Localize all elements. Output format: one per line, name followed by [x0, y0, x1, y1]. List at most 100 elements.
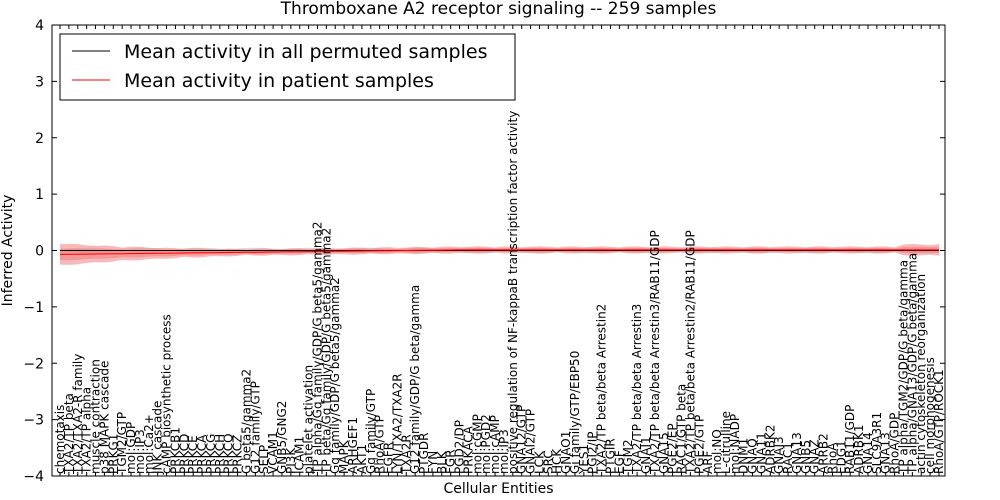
y-tick-label: −2 [23, 356, 44, 372]
x-tick-label: AKT1 [355, 444, 369, 474]
x-tick-label: Gq family/GDP/G beta5/gamma2 [328, 277, 342, 474]
x-tick-label: mol:NADP [728, 414, 742, 474]
x-tick-label: GNA15 [657, 432, 671, 474]
x-tick-label: MAPK [337, 439, 351, 474]
x-tick-label: RhoA [826, 442, 840, 474]
x-tick-label: mol:NO [710, 429, 724, 474]
mean-lines [59, 249, 939, 255]
x-tick-label: platelet activation [302, 365, 316, 474]
x-tick-label: GNA12/GTP [515, 405, 529, 474]
legend-label-patient: Mean activity in patient samples [124, 70, 434, 92]
x-tick-label: FGR [444, 449, 458, 474]
x-axis-ticks [59, 25, 940, 476]
x-tick-label: RAC1/GTP beta [675, 384, 689, 474]
x-tick-label: GNAI1 [639, 436, 653, 474]
x-tick-label: mol:cAMP [488, 415, 502, 474]
x-tick-label: RhoA/GTP/ROCK1 [932, 369, 946, 474]
x-tick-label: PI3K [284, 447, 298, 474]
x-tick-label: actin cytoskeleton reorganization [914, 274, 928, 474]
x-tick-label: BLK [435, 450, 449, 474]
x-tick-label: positive regulation of NF-kappaB transcr… [506, 111, 520, 474]
x-tick-label: TXA2/TP beta/beta Arrestin2 [595, 304, 609, 475]
x-tick-label: G beta5/gamma2 [240, 369, 254, 474]
x-tick-label: GNB5 [799, 440, 813, 474]
x-tick-label: RhoA/GDP [888, 413, 902, 474]
y-tick-label: 2 [35, 131, 44, 147]
x-tick-label: PRKCE [186, 435, 200, 474]
x-tick-label: RhoA/GTP [373, 415, 387, 474]
x-tick-label: GNAZ [808, 439, 822, 474]
x-tick-label: GNB5/GNG2 [275, 401, 289, 474]
x-tick-label: TP beta/Gq family/GDP/G beta5/gamma2 [319, 228, 333, 475]
x-tick-label: TP alpha/TGM2/GDP/G beta/gamma [897, 260, 911, 475]
x-tick-label: GNAO1 [559, 431, 573, 474]
x-tick-label: GNA13 [879, 432, 893, 474]
y-tick-label: 0 [35, 244, 44, 260]
patient-mean-line [59, 249, 939, 255]
x-tick-label: HCK [550, 448, 564, 474]
x-tick-label: PRKCB1 [168, 427, 182, 474]
x-tick-label: SLC9A3R1 [870, 412, 884, 474]
x-tick-label: SELP [257, 445, 271, 474]
x-tick-label: ARRB2 [817, 433, 831, 474]
x-tick-label: LYN/TXA2/TXA2R [390, 373, 404, 474]
x-tick-label: EGFR [382, 442, 396, 474]
y-tick-label: −1 [23, 300, 44, 316]
x-tick-label: GNAQ [746, 438, 760, 474]
x-tick-label: G12 family/GDP/G beta/gamma [408, 285, 422, 474]
x-tick-label: PRKCD [177, 434, 191, 474]
x-tick-label: mol:IP3 [133, 429, 147, 474]
x-tick-label: TGM2/GTP [115, 412, 129, 475]
x-tick-label: TXA2R [399, 434, 413, 475]
x-tick-label: FYN [426, 451, 440, 474]
x-tick-label: chemotaxis [53, 405, 67, 474]
plot-frame [51, 24, 946, 477]
x-tick-label: G12 family/GTP [248, 381, 262, 474]
x-tick-label: TP alpha/Gq family/GDP/G beta5/gamma2 [311, 221, 325, 475]
x-tick-label: PTGIR [604, 438, 618, 474]
x-tick-label: Gi family/GTP/EBP50 [568, 351, 582, 474]
x-tick-label: Gq family/GTP [364, 389, 378, 474]
x-tick-label: mol:cGMP [470, 414, 484, 474]
x-tick-label: GNA11 [754, 432, 768, 474]
x-tick-label: GNAI2/GTP [524, 409, 538, 474]
x-tick-label: PRKCH [213, 434, 227, 474]
x-tick-label: PGD2/DP [453, 420, 467, 474]
x-tick-label: ADRBK2 [763, 424, 777, 474]
legend-box [59, 33, 516, 101]
y-tick-label: −3 [23, 413, 44, 429]
x-tick-label: ARHGEF1 [346, 417, 360, 474]
x-tick-label: TXA2/TXA2-R family [71, 354, 85, 475]
y-axis-label: Inferred Activity [0, 195, 16, 307]
x-tick-label: RAB11/GDP [843, 405, 857, 474]
x-tick-label: PGE2/GTP [692, 415, 706, 474]
x-tick-label: PGE2/EP [666, 423, 680, 474]
x-tick-label: muscle contraction [89, 359, 103, 474]
x-tick-label: LCK [533, 450, 547, 474]
legend-label-permuted: Mean activity in all permuted samples [124, 41, 487, 63]
x-tick-label: TXA2/TP beta/beta Arrestin3/RAB11/GDP [648, 230, 662, 475]
x-tick-label: PGI2/IP [586, 431, 600, 474]
x-tick-label: PRKG1 [106, 434, 120, 474]
x-tick-label: VCAM1 [266, 431, 280, 474]
x-tick-label: PTGDR [417, 433, 431, 474]
x-tick-label: JNK cascade [151, 401, 165, 475]
x-tick-label: TXA2/TP alpha [80, 387, 94, 475]
x-tick-label: mol:IP3 [497, 429, 511, 474]
x-tick-label: SRC [541, 450, 555, 474]
x-tick-label: mol:PGD2 [479, 414, 493, 474]
x-tick-label: GNA13 [790, 432, 804, 474]
y-tick-label: 1 [35, 187, 44, 203]
x-tick-label: RAC1 [781, 442, 795, 474]
legend: Mean activity in all permuted samples Me… [59, 33, 516, 101]
x-tick-label: GNA14 [861, 432, 875, 474]
x-axis-label: Cellular Entities [443, 481, 553, 497]
x-tick-label: cAMP biosynthetic process [160, 314, 174, 474]
x-tick-label: mol:Ca2+ [142, 414, 156, 474]
x-tick-label: ICAM1 [293, 436, 307, 474]
x-tick-label: p38 MAPK cascade [97, 361, 111, 474]
x-tick-label: DNM1 [737, 438, 751, 474]
x-tick-label: TXA2/TP beta/beta Arrestin3 [630, 304, 644, 475]
